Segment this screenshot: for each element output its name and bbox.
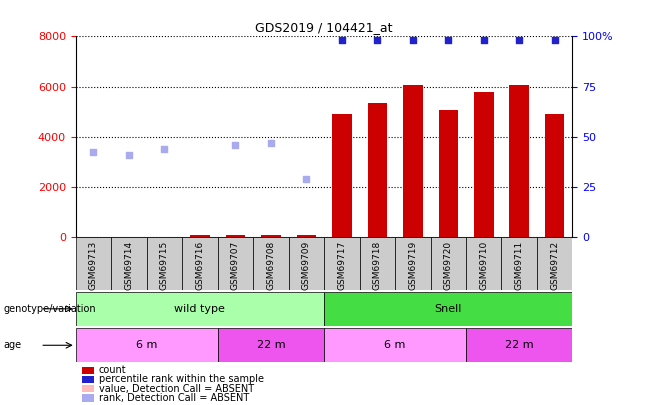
Text: GSM69711: GSM69711 [515,241,524,290]
Bar [111,237,147,290]
Text: wild type: wild type [174,304,225,314]
Text: GSM69716: GSM69716 [195,241,205,290]
Text: GSM69708: GSM69708 [266,241,275,290]
Bar [218,237,253,290]
Bar [182,237,218,290]
Bar [226,235,245,237]
Bar [289,237,324,290]
Point [266,140,276,146]
Bar [395,237,430,290]
Text: GSM69714: GSM69714 [124,241,134,290]
Bar [430,237,466,290]
Text: Snell: Snell [434,304,462,314]
Bar [76,292,324,326]
Text: genotype/variation: genotype/variation [3,304,96,314]
Point [407,37,418,44]
Text: age: age [3,340,22,350]
Text: count: count [99,365,126,375]
Bar [368,103,387,237]
Bar [261,235,280,237]
Text: percentile rank within the sample: percentile rank within the sample [99,375,264,384]
Text: 22 m: 22 m [257,340,285,350]
Point [88,149,99,155]
Bar [253,237,289,290]
Bar [324,237,359,290]
Bar [474,92,494,237]
Point [514,37,524,44]
Text: GSM69709: GSM69709 [302,241,311,290]
Bar [466,237,501,290]
Text: GSM69720: GSM69720 [443,241,453,290]
Bar [324,292,572,326]
Point [336,37,347,44]
Bar [537,237,572,290]
Text: GSM69718: GSM69718 [373,241,382,290]
Bar [218,328,324,362]
Point [159,146,170,152]
Text: rank, Detection Call = ABSENT: rank, Detection Call = ABSENT [99,393,249,403]
Bar [359,237,395,290]
Text: GSM69710: GSM69710 [479,241,488,290]
Text: GSM69713: GSM69713 [89,241,98,290]
Text: 22 m: 22 m [505,340,534,350]
Text: GSM69707: GSM69707 [231,241,240,290]
Text: GSM69717: GSM69717 [338,241,346,290]
Point [230,142,241,149]
Bar [147,237,182,290]
Bar [332,114,351,237]
Bar [324,328,466,362]
Bar [297,235,316,237]
Point [478,37,489,44]
Text: 6 m: 6 m [136,340,157,350]
Text: GSM69712: GSM69712 [550,241,559,290]
Text: 6 m: 6 m [384,340,406,350]
Point [549,37,560,44]
Bar [466,328,572,362]
Point [372,37,382,44]
Text: value, Detection Call = ABSENT: value, Detection Call = ABSENT [99,384,254,394]
Title: GDS2019 / 104421_at: GDS2019 / 104421_at [255,21,393,34]
Bar [545,114,565,237]
Bar [76,237,111,290]
Text: GSM69715: GSM69715 [160,241,169,290]
Point [301,176,312,183]
Point [443,37,453,44]
Bar [76,328,218,362]
Bar [438,111,458,237]
Point [124,152,134,159]
Bar [501,237,537,290]
Bar [190,235,210,237]
Bar [509,85,529,237]
Bar [403,85,422,237]
Text: GSM69719: GSM69719 [408,241,417,290]
